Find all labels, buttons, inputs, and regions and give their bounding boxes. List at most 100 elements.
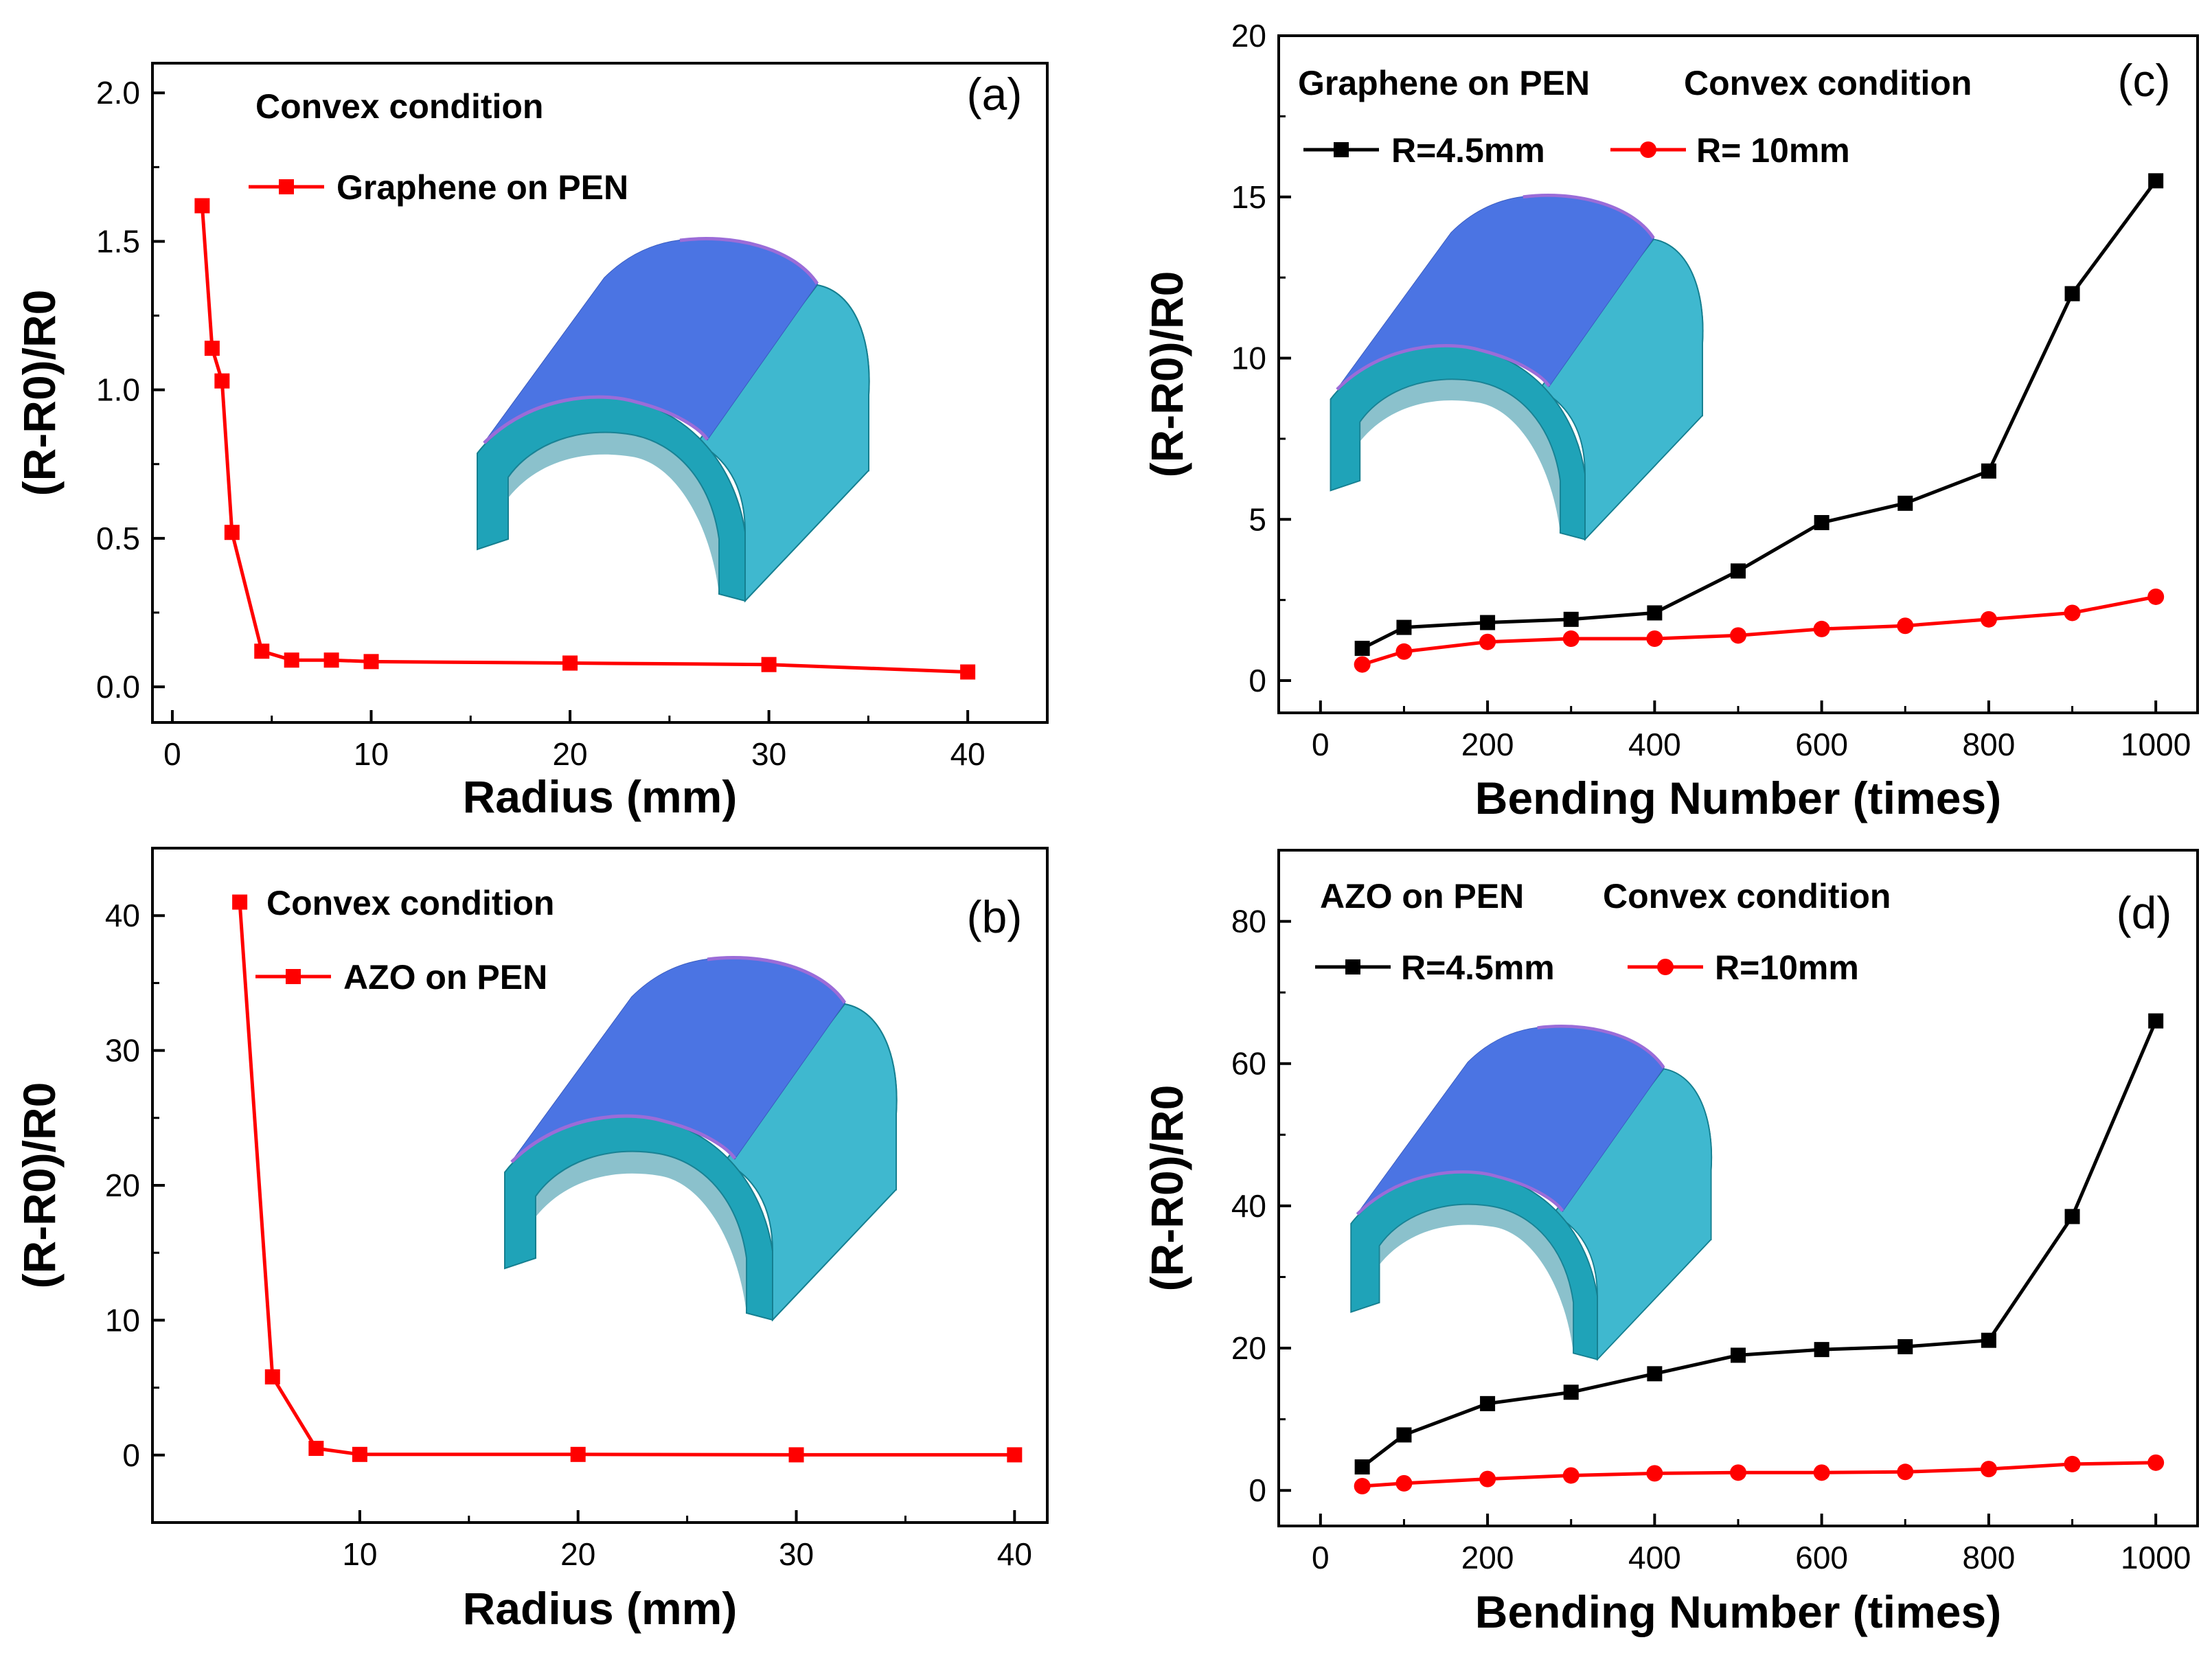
data-point: [1354, 641, 1370, 657]
data-point: [2147, 588, 2165, 605]
y-tick-label: 2.0: [96, 75, 140, 111]
y-tick-label: 40: [105, 898, 140, 933]
half-pipe-inset-illustration: [477, 237, 870, 603]
data-point: [1354, 1459, 1370, 1475]
x-tick-label: 0: [1312, 727, 1330, 762]
data-point: [1897, 495, 1913, 511]
data-point: [1479, 633, 1496, 650]
data-point: [1563, 1384, 1579, 1400]
y-tick-label: 15: [1231, 179, 1266, 215]
series-line: [1361, 595, 2156, 666]
data-point: [1007, 1447, 1023, 1463]
y-tick-label: 80: [1231, 904, 1266, 939]
x-tick-label: 40: [950, 736, 985, 772]
x-tick-label: 400: [1628, 727, 1681, 762]
x-tick-label: 30: [751, 736, 786, 772]
y-tick-label: 5: [1248, 501, 1266, 537]
legend-label: Graphene on PEN: [337, 168, 628, 207]
data-point: [570, 1446, 586, 1462]
legend-marker: [1334, 142, 1349, 157]
data-point: [2064, 1209, 2080, 1224]
material-label: Graphene on PEN: [1298, 64, 1590, 102]
condition-label: Convex condition: [266, 884, 554, 922]
legend-marker: [286, 969, 301, 984]
data-point: [2064, 286, 2080, 301]
data-point: [352, 1446, 367, 1462]
x-tick-label: 1000: [2121, 1540, 2191, 1575]
x-axis-label: Radius (mm): [463, 1583, 738, 1634]
panel-a: 0 10 20 30 40 0.0 0.5 1.0 1.5 2.0 Radius (mm) (R-R0…: [14, 62, 1049, 822]
data-point: [1897, 1463, 1914, 1481]
data-point: [308, 1440, 324, 1456]
data-point: [1730, 1464, 1746, 1481]
panel-label: (b): [967, 891, 1023, 942]
y-tick-label: 30: [105, 1033, 140, 1069]
data-point: [1480, 1395, 1496, 1411]
panel-c: 0 200 400 600 800 1000 0 5 10 15 20 Bending Number …: [1141, 18, 2199, 823]
y-tick-label: 0.5: [96, 521, 140, 556]
y-tick-label: 0: [1248, 663, 1266, 698]
legend-label: R= 10mm: [1696, 131, 1850, 170]
y-tick-label: 20: [1231, 1330, 1266, 1366]
y-tick-label: 10: [1231, 341, 1266, 376]
x-tick-label: 200: [1461, 727, 1514, 762]
data-point: [2147, 1454, 2165, 1471]
data-point: [1354, 1477, 1371, 1494]
data-point: [1395, 1474, 1413, 1492]
half-pipe-inset-illustration: [504, 956, 898, 1322]
data-point: [194, 198, 210, 214]
data-point: [1562, 1467, 1580, 1484]
data-point: [960, 664, 976, 680]
data-point: [224, 525, 240, 540]
data-point: [284, 652, 299, 668]
x-tick-label: 0: [1312, 1540, 1330, 1575]
condition-label: Convex condition: [1684, 64, 1972, 102]
series-1: [1354, 588, 2165, 673]
series-0: [232, 894, 1023, 1463]
y-tick-label: 60: [1231, 1046, 1266, 1082]
x-tick-label: 10: [354, 736, 389, 772]
x-tick-label: 400: [1628, 1540, 1681, 1575]
half-pipe-inset-illustration: [1330, 194, 1704, 541]
legend-marker: [1657, 959, 1674, 975]
legend-label: AZO on PEN: [343, 958, 547, 996]
x-tick-label: 30: [779, 1536, 814, 1572]
data-point: [2148, 173, 2164, 189]
x-tick-label: 40: [997, 1536, 1032, 1572]
data-point: [264, 1369, 280, 1384]
data-point: [1981, 1332, 1996, 1348]
legend-marker: [1345, 959, 1360, 975]
plot-frame: [151, 847, 1049, 1524]
y-tick-label: 40: [1231, 1188, 1266, 1224]
data-point: [1814, 514, 1829, 530]
data-point: [788, 1447, 804, 1463]
x-tick-label: 0: [163, 736, 181, 772]
x-tick-label: 600: [1795, 727, 1848, 762]
data-point: [1981, 463, 1996, 479]
series-0: [1354, 173, 2164, 657]
legend-marker: [1640, 141, 1656, 158]
data-point: [1897, 1338, 1913, 1354]
x-tick-label: 800: [1963, 727, 2016, 762]
y-tick-label: 0: [1248, 1472, 1266, 1508]
y-tick-label: 10: [105, 1302, 140, 1338]
y-tick-label: 20: [105, 1167, 140, 1203]
data-point: [1563, 611, 1579, 627]
data-point: [1396, 619, 1412, 635]
y-axis-label: (R-R0)/R0: [1141, 1085, 1192, 1292]
data-point: [1647, 1366, 1663, 1382]
plot-frame: [151, 62, 1049, 724]
data-point: [214, 373, 230, 389]
data-point: [1731, 563, 1746, 579]
x-axis-label: Bending Number (times): [1475, 1586, 2001, 1637]
data-point: [1980, 611, 1997, 628]
data-point: [1814, 1342, 1829, 1358]
series-1: [1354, 1454, 2165, 1494]
x-tick-label: 20: [560, 1536, 595, 1572]
condition-label: Convex condition: [1603, 877, 1891, 915]
data-point: [204, 341, 220, 356]
x-tick-label: 10: [342, 1536, 377, 1572]
data-point: [1354, 656, 1371, 673]
data-point: [1813, 620, 1830, 637]
